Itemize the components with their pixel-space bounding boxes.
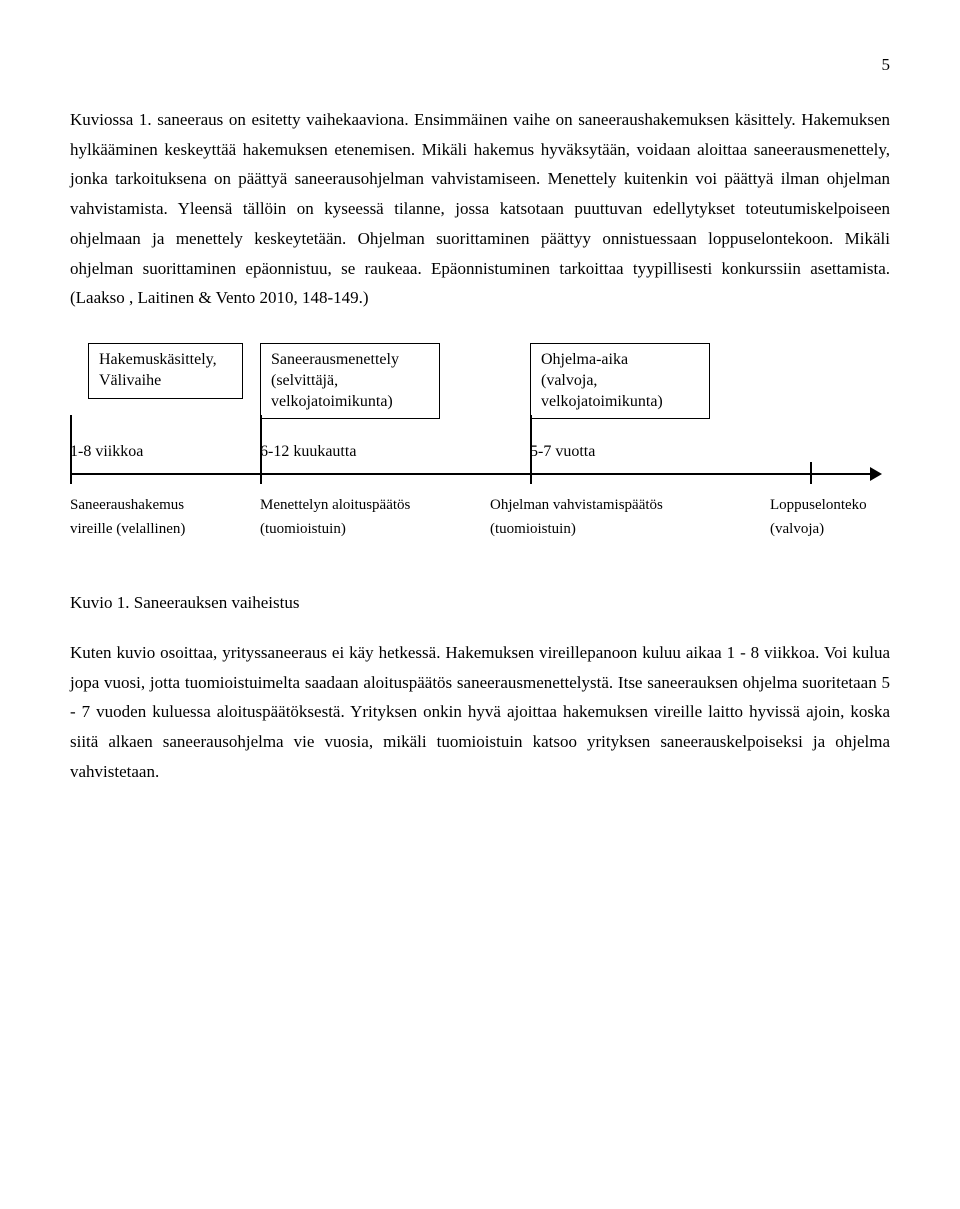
duration-label: 6-12 kuukautta	[260, 438, 356, 466]
stage-box-0: Hakemuskäsittely,Välivaihe	[88, 343, 243, 399]
page-number: 5	[70, 50, 890, 80]
event-bottom: vireille (velallinen)	[70, 517, 185, 541]
event-top: Ohjelman vahvistamispäätös	[490, 493, 663, 517]
duration-label: 5-7 vuotta	[530, 438, 595, 466]
stage-box-1: Saneerausmenettely(selvittäjä, velkojato…	[260, 343, 440, 419]
event-top: Loppuselonteko	[770, 493, 867, 517]
timeline-tick	[810, 462, 812, 484]
timeline-event: Menettelyn aloituspäätös(tuomioistuin)	[260, 493, 410, 541]
box-connector	[70, 415, 72, 473]
timeline-event: Ohjelman vahvistamispäätös(tuomioistuin)	[490, 493, 663, 541]
stage-sub: (selvittäjä, velkojatoimikunta)	[271, 371, 429, 413]
stage-sub: Välivaihe	[99, 371, 232, 392]
box-connector	[530, 415, 532, 473]
paragraph-2: Kuten kuvio osoittaa, yrityssaneeraus ei…	[70, 638, 890, 787]
duration-label: 1-8 viikkoa	[70, 438, 143, 466]
timeline-arrowhead	[870, 467, 882, 481]
event-bottom: (tuomioistuin)	[260, 517, 410, 541]
box-connector	[260, 415, 262, 473]
timeline-event: Loppuselonteko(valvoja)	[770, 493, 867, 541]
event-bottom: (tuomioistuin)	[490, 517, 663, 541]
event-top: Menettelyn aloituspäätös	[260, 493, 410, 517]
event-bottom: (valvoja)	[770, 517, 867, 541]
event-top: Saneeraushakemus	[70, 493, 185, 517]
stage-title: Ohjelma-aika	[541, 350, 699, 371]
figure-caption: Kuvio 1. Saneerauksen vaiheistus	[70, 588, 890, 618]
paragraph-1: Kuviossa 1. saneeraus on esitetty vaihek…	[70, 105, 890, 313]
timeline-diagram: Hakemuskäsittely,Välivaihe Saneerausmenet…	[70, 343, 890, 533]
stage-sub: (valvoja, velkojatoimikunta)	[541, 371, 699, 413]
timeline-event: Saneeraushakemusvireille (velallinen)	[70, 493, 185, 541]
stage-title: Hakemuskäsittely,	[99, 350, 232, 371]
timeline-axis	[70, 473, 872, 475]
stage-box-2: Ohjelma-aika(valvoja, velkojatoimikunta)	[530, 343, 710, 419]
stage-title: Saneerausmenettely	[271, 350, 429, 371]
